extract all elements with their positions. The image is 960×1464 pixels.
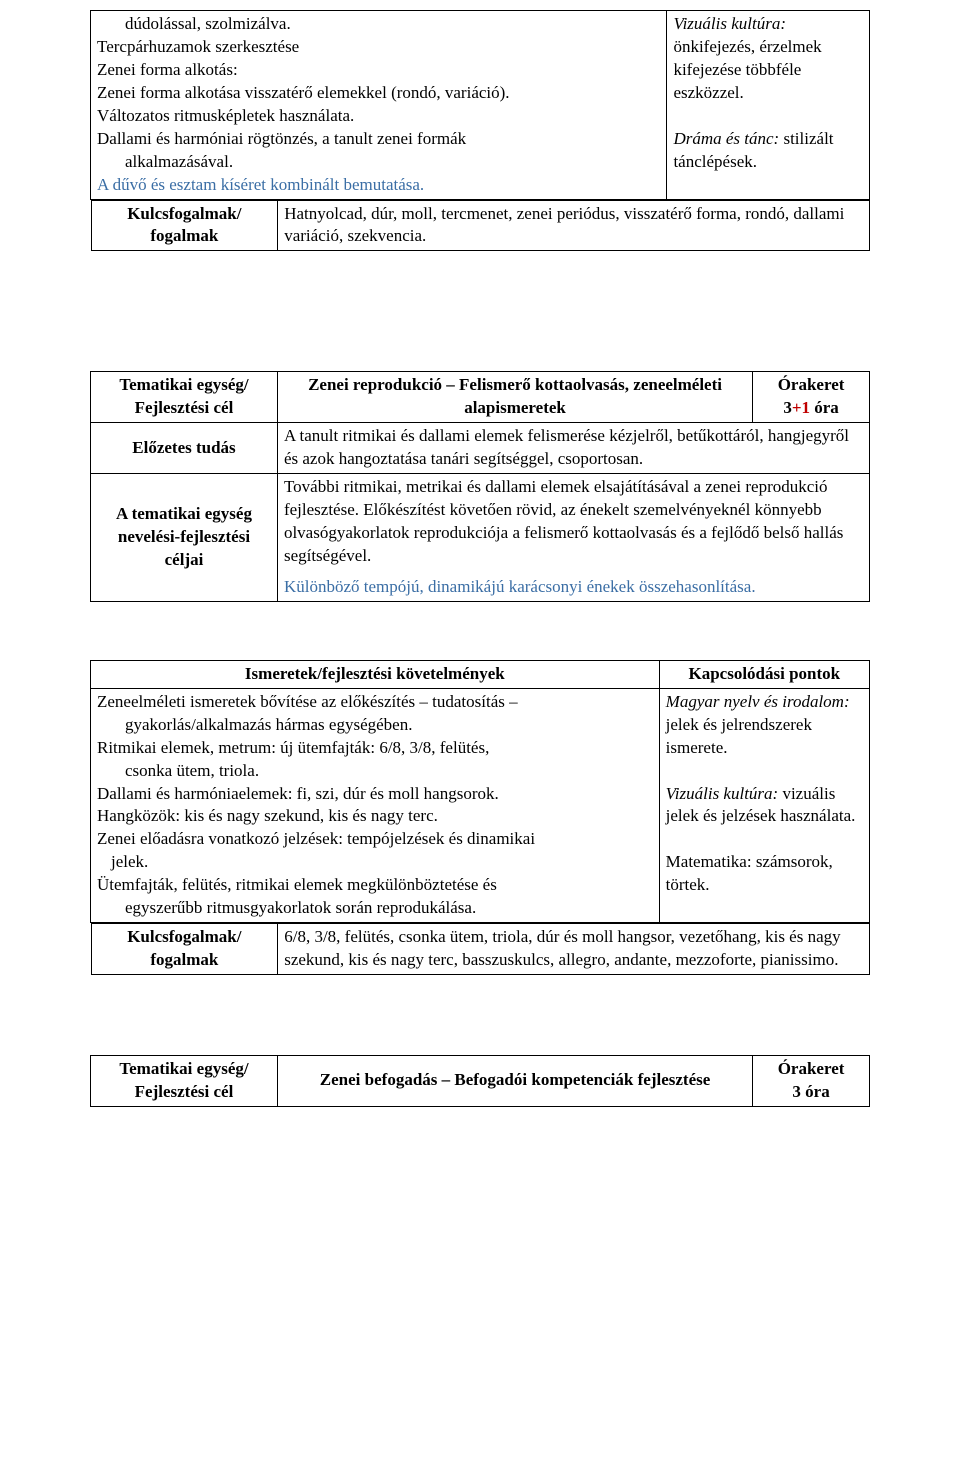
t1-line: Zenei forma alkotása visszatérő elemekke… (97, 83, 510, 102)
table-section-4: Tematikai egység/Fejlesztési cél Zenei b… (90, 1055, 870, 1107)
t2-r1-hours: Órakeret 3+1 óra (753, 372, 870, 423)
t1-line: Tercpárhuzamok szerkesztése (97, 37, 299, 56)
t2-r3-para2: Különböző tempójú, dinamikájú karácsonyi… (284, 577, 756, 596)
t3-line: jelek. (97, 851, 653, 874)
t2-r1-label: Tematikai egység/Fejlesztési cél (91, 372, 278, 423)
t2-r3-para1: További ritmikai, metrikai és dallami el… (284, 477, 843, 565)
t3-right-head: Vizuális kultúra: (666, 784, 779, 803)
t1-key-label: Kulcsfogalmak/fogalmak (91, 200, 278, 251)
t3-header-left: Ismeretek/fejlesztési követelmények (91, 660, 660, 688)
t3-right-head: Magyar nyelv és irodalom: (666, 692, 850, 711)
t3-line: Dallami és harmóniaelemek: fi, szi, dúr … (97, 784, 499, 803)
t2-r1-title: Zenei reprodukció – Felismerő kottaolvas… (277, 372, 752, 423)
t1-line-blue: A dűvő és esztam kíséret kombinált bemut… (97, 175, 424, 194)
hours-unit: óra (810, 398, 839, 417)
t1-left-cell: dúdolással, szolmizálva. Tercpárhuzamok … (91, 11, 667, 200)
t1-line: alkalmazásával. (97, 151, 660, 174)
t3-right-text: Matematika: számsorok, törtek. (666, 852, 833, 894)
table-section-3: Ismeretek/fejlesztési követelmények Kapc… (90, 660, 870, 975)
t4-hours: Órakeret 3 óra (753, 1056, 870, 1107)
t2-r2-text: A tanult ritmikai és dallami elemek feli… (277, 423, 869, 474)
t3-left-cell: Zeneelméleti ismeretek bővítése az előké… (91, 688, 660, 922)
hours-label: Órakeret (778, 1059, 845, 1078)
t3-key-label: Kulcsfogalmak/fogalmak (91, 924, 278, 975)
t3-line: csonka ütem, triola. (97, 760, 653, 783)
t3-line: Zenei előadásra vonatkozó jelzések: temp… (97, 829, 535, 848)
t3-line: Hangközök: kis és nagy szekund, kis és n… (97, 806, 438, 825)
hours-value: 3 óra (792, 1082, 829, 1101)
t3-right-text: jelek és jelrendszerek ismerete. (666, 715, 812, 757)
t1-line: Változatos ritmusképletek használata. (97, 106, 354, 125)
t1-right-text: önkifejezés, érzelmek kifejezése többfél… (673, 37, 821, 102)
t3-key-text: 6/8, 3/8, felütés, csonka ütem, triola, … (278, 924, 869, 975)
t4-title: Zenei befogadás – Befogadói kompetenciák… (277, 1056, 752, 1107)
t1-line: Zenei forma alkotás: (97, 60, 238, 79)
t1-right-heading: Dráma és tánc: (673, 129, 779, 148)
t3-line: egyszerűbb ritmusgyakorlatok során repro… (97, 897, 653, 920)
t2-r2-label: Előzetes tudás (91, 423, 278, 474)
hours-label: Órakeret (778, 375, 845, 394)
t1-key-text: Hatnyolcad, dúr, moll, tercmenet, zenei … (278, 200, 869, 251)
table-section-1: dúdolással, szolmizálva. Tercpárhuzamok … (90, 10, 870, 251)
t1-line: dúdolással, szolmizálva. (97, 13, 660, 36)
t2-r3-text: További ritmikai, metrikai és dallami el… (277, 474, 869, 602)
t1-right-cell: Vizuális kultúra: önkifejezés, érzelmek … (667, 11, 870, 200)
t3-right-cell: Magyar nyelv és irodalom: jelek és jelre… (659, 688, 869, 922)
t2-r3-label: A tematikai egység nevelési-fejlesztési … (91, 474, 278, 602)
t1-right-heading: Vizuális kultúra: (673, 14, 786, 33)
t3-line: Zeneelméleti ismeretek bővítése az előké… (97, 692, 518, 711)
hours-num: 3 (783, 398, 792, 417)
t3-line: gyakorlás/alkalmazás hármas egységében. (97, 714, 653, 737)
t1-line: Dallami és harmóniai rögtönzés, a tanult… (97, 129, 466, 148)
table-section-2: Tematikai egység/Fejlesztési cél Zenei r… (90, 371, 870, 601)
t3-header-right: Kapcsolódási pontok (659, 660, 869, 688)
hours-plus: +1 (792, 398, 810, 417)
t3-line: Ritmikai elemek, metrum: új ütemfajták: … (97, 738, 489, 757)
t4-label: Tematikai egység/Fejlesztési cél (91, 1056, 278, 1107)
t3-line: Ütemfajták, felütés, ritmikai elemek meg… (97, 875, 497, 894)
